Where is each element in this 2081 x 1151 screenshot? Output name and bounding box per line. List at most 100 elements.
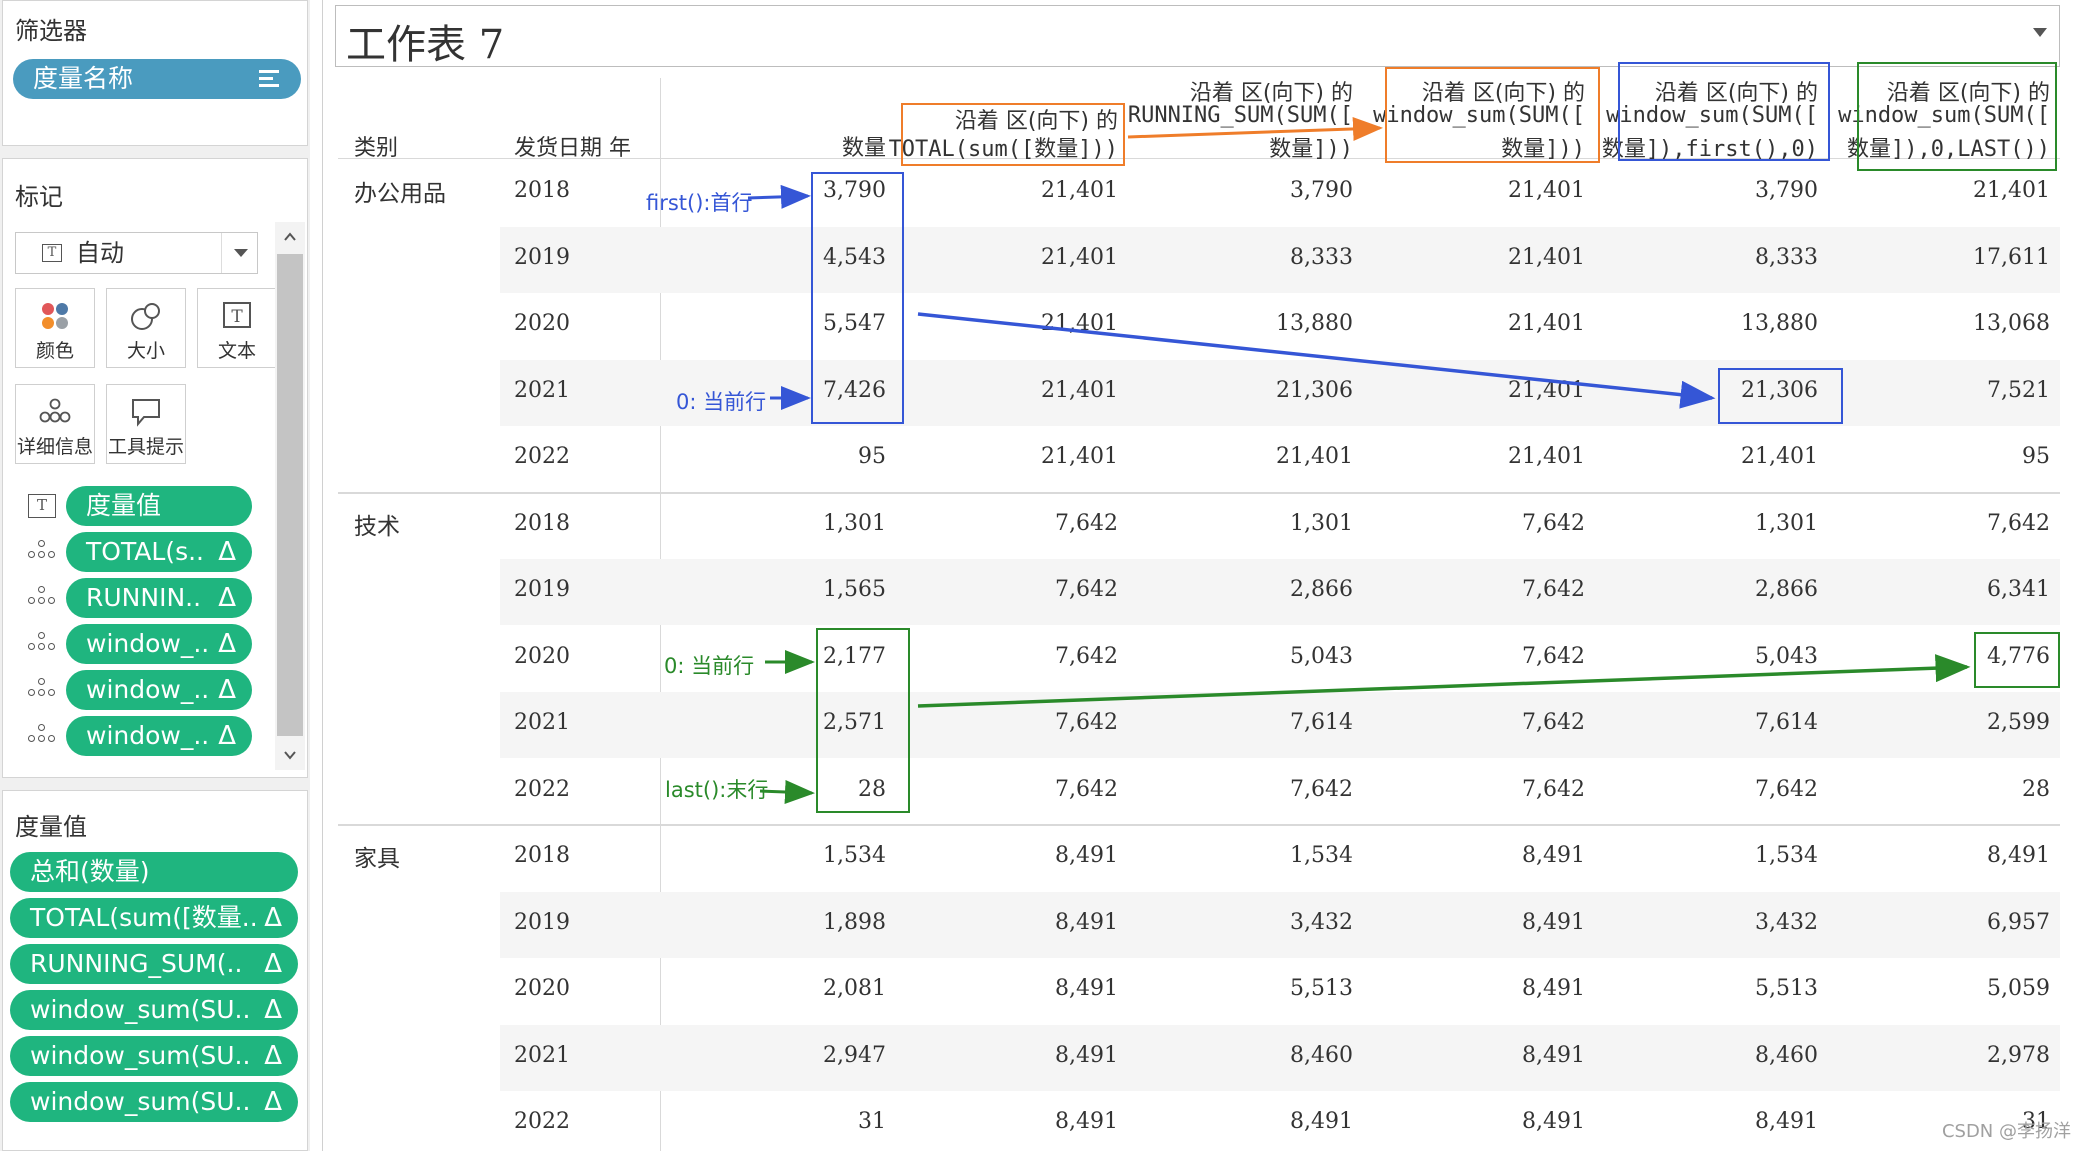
table-cell[interactable]: 5,059 [1987, 976, 2050, 1001]
table-cell[interactable]: 28 [2022, 776, 2050, 802]
table-cell[interactable]: 8,491 [1522, 1109, 1585, 1134]
table-cell[interactable]: 8,491 [1055, 976, 1118, 1001]
category-label[interactable]: 技术 [354, 513, 400, 540]
tooltip-button[interactable]: 工具提示 [106, 384, 186, 464]
column-header-line[interactable]: 数量])) [1501, 137, 1585, 162]
category-label[interactable]: 家具 [354, 846, 400, 872]
table-cell[interactable]: 6,341 [1987, 577, 2050, 602]
column-header-line[interactable]: TOTAL(sum([数量])) [888, 137, 1118, 162]
table-cell[interactable]: 31 [858, 1109, 886, 1134]
column-header-line[interactable]: window_sum(SUM([ [1838, 103, 2050, 128]
year-label[interactable]: 2018 [514, 510, 570, 536]
year-label[interactable]: 2022 [514, 776, 570, 802]
column-header-line[interactable]: 沿着 区(向下) 的 [1886, 81, 2050, 106]
category-label[interactable]: 办公用品 [354, 181, 446, 207]
table-cell[interactable]: 95 [858, 444, 886, 469]
table-cell[interactable]: 7,614 [1290, 710, 1353, 735]
column-header-line[interactable]: 数量])) [1269, 137, 1353, 162]
size-button[interactable]: 大小 [106, 288, 186, 368]
table-cell[interactable]: 21,401 [1973, 178, 2050, 203]
table-cell[interactable]: 2,978 [1987, 1042, 2050, 1068]
chevron-down-icon[interactable] [221, 233, 257, 273]
table-cell[interactable]: 21,401 [1041, 244, 1118, 270]
table-cell[interactable]: 7,426 [823, 377, 886, 403]
table-cell[interactable]: 21,401 [1741, 444, 1818, 469]
table-cell[interactable]: 7,642 [1522, 643, 1585, 669]
table-cell[interactable]: 7,642 [1055, 710, 1118, 735]
table-cell[interactable]: 7,521 [1987, 377, 2050, 403]
table-cell[interactable]: 5,513 [1290, 976, 1353, 1001]
marks-field-window-sum-3[interactable]: window_.. Δ [66, 716, 252, 756]
table-cell[interactable]: 4,776 [1987, 643, 2050, 669]
table-cell[interactable]: 1,534 [1290, 843, 1353, 868]
table-cell[interactable]: 7,642 [1987, 510, 2050, 536]
table-cell[interactable]: 7,642 [1055, 577, 1118, 602]
table-cell[interactable]: 21,306 [1276, 377, 1353, 403]
mark-type-dropdown[interactable]: T 自动 [15, 232, 258, 274]
year-label[interactable]: 2019 [514, 577, 570, 602]
table-cell[interactable]: 3,790 [1755, 178, 1818, 203]
table-cell[interactable]: 21,401 [1041, 178, 1118, 203]
table-cell[interactable]: 5,547 [823, 311, 886, 336]
table-cell[interactable]: 7,642 [1755, 776, 1818, 802]
table-cell[interactable]: 7,614 [1755, 710, 1818, 735]
table-cell[interactable]: 1,301 [823, 510, 886, 536]
table-cell[interactable]: 28 [858, 776, 886, 802]
table-cell[interactable]: 8,491 [1755, 1109, 1818, 1134]
year-label[interactable]: 2020 [514, 976, 570, 1001]
table-cell[interactable]: 8,333 [1755, 244, 1818, 270]
measure-value-pill[interactable]: TOTAL(sum([数量.. Δ [10, 898, 298, 938]
marks-field-total[interactable]: TOTAL(s.. Δ [66, 532, 252, 572]
table-cell[interactable]: 17,611 [1973, 244, 2050, 270]
column-header-line[interactable]: 沿着 区(向下) 的 [1421, 81, 1585, 106]
column-header-line[interactable]: window_sum(SUM([ [1373, 103, 1585, 128]
column-header-line[interactable]: 沿着 区(向下) 的 [1189, 81, 1353, 106]
measure-value-pill[interactable]: window_sum(SU.. Δ [10, 1036, 298, 1076]
chevron-up-icon[interactable] [283, 230, 297, 244]
measure-value-pill[interactable]: window_sum(SU.. Δ [10, 1082, 298, 1122]
table-cell[interactable]: 3,432 [1755, 909, 1818, 935]
table-cell[interactable]: 21,306 [1741, 377, 1818, 403]
table-cell[interactable]: 1,898 [823, 909, 886, 935]
column-header-line[interactable]: 数量 [841, 136, 886, 161]
measure-value-pill[interactable]: 总和(数量) [10, 852, 298, 892]
color-button[interactable]: 颜色 [15, 288, 95, 368]
chevron-down-icon[interactable] [2033, 28, 2047, 37]
table-cell[interactable]: 3,432 [1290, 909, 1353, 935]
panel-divider[interactable] [322, 0, 323, 1151]
column-header-line[interactable]: 数量]),0,LAST()) [1847, 137, 2050, 162]
table-cell[interactable]: 5,513 [1755, 976, 1818, 1001]
table-cell[interactable]: 5,043 [1755, 643, 1818, 669]
table-cell[interactable]: 8,491 [1522, 909, 1585, 935]
column-header-line[interactable]: RUNNING_SUM(SUM([ [1127, 103, 1353, 128]
marks-field-window-sum-2[interactable]: window_.. Δ [66, 670, 252, 710]
table-cell[interactable]: 21,401 [1508, 178, 1585, 203]
chevron-down-icon[interactable] [283, 748, 297, 762]
row-header-category[interactable]: 类别 [354, 136, 399, 161]
table-cell[interactable]: 2,866 [1290, 577, 1353, 602]
table-cell[interactable]: 8,333 [1290, 244, 1353, 270]
table-cell[interactable]: 7,642 [1522, 710, 1585, 735]
marks-scrollbar[interactable] [275, 222, 305, 770]
marks-field-running-sum[interactable]: RUNNIN.. Δ [66, 578, 252, 618]
table-cell[interactable]: 2,571 [823, 710, 886, 735]
table-cell[interactable]: 13,068 [1973, 311, 2050, 336]
table-cell[interactable]: 8,491 [1522, 976, 1585, 1001]
column-header-line[interactable]: 沿着 区(向下) 的 [1654, 81, 1818, 106]
table-cell[interactable]: 1,301 [1290, 510, 1353, 536]
table-cell[interactable]: 8,491 [1522, 1042, 1585, 1068]
column-header-line[interactable]: 数量]),first(),0) [1601, 137, 1818, 162]
worksheet-title-bar[interactable]: 工作表 7 [335, 5, 2060, 68]
table-cell[interactable]: 2,947 [823, 1042, 886, 1068]
row-header-date[interactable]: 发货日期 年 [514, 136, 631, 161]
table-cell[interactable]: 1,301 [1755, 510, 1818, 536]
table-cell[interactable]: 21,401 [1041, 444, 1118, 469]
table-cell[interactable]: 13,880 [1741, 311, 1818, 336]
table-cell[interactable]: 7,642 [1522, 577, 1585, 602]
year-label[interactable]: 2021 [514, 1042, 570, 1068]
table-cell[interactable]: 8,460 [1755, 1042, 1818, 1068]
marks-field-measure-values[interactable]: 度量值 [66, 486, 252, 526]
table-cell[interactable]: 1,565 [823, 577, 886, 602]
table-cell[interactable]: 8,491 [1987, 843, 2050, 868]
sort-icon[interactable] [259, 70, 279, 88]
